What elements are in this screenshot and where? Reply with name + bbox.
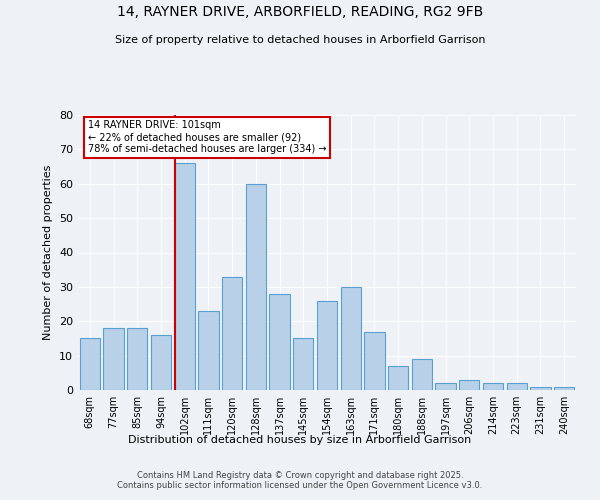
- Bar: [459, 380, 479, 390]
- Bar: [199, 311, 218, 390]
- Bar: [436, 383, 455, 390]
- Bar: [412, 359, 432, 390]
- Bar: [127, 328, 148, 390]
- Bar: [506, 383, 527, 390]
- Text: 14 RAYNER DRIVE: 101sqm
← 22% of detached houses are smaller (92)
78% of semi-de: 14 RAYNER DRIVE: 101sqm ← 22% of detache…: [88, 120, 326, 154]
- Bar: [269, 294, 290, 390]
- Bar: [364, 332, 385, 390]
- Bar: [554, 386, 574, 390]
- Bar: [483, 383, 503, 390]
- Bar: [341, 287, 361, 390]
- Bar: [293, 338, 313, 390]
- Text: Contains HM Land Registry data © Crown copyright and database right 2025.
Contai: Contains HM Land Registry data © Crown c…: [118, 470, 482, 490]
- Bar: [151, 335, 171, 390]
- Bar: [530, 386, 551, 390]
- Text: Distribution of detached houses by size in Arborfield Garrison: Distribution of detached houses by size …: [128, 435, 472, 445]
- Y-axis label: Number of detached properties: Number of detached properties: [43, 165, 53, 340]
- Bar: [222, 276, 242, 390]
- Bar: [175, 163, 195, 390]
- Text: Size of property relative to detached houses in Arborfield Garrison: Size of property relative to detached ho…: [115, 35, 485, 45]
- Bar: [246, 184, 266, 390]
- Text: 14, RAYNER DRIVE, ARBORFIELD, READING, RG2 9FB: 14, RAYNER DRIVE, ARBORFIELD, READING, R…: [117, 5, 483, 19]
- Bar: [103, 328, 124, 390]
- Bar: [317, 300, 337, 390]
- Bar: [80, 338, 100, 390]
- Bar: [388, 366, 408, 390]
